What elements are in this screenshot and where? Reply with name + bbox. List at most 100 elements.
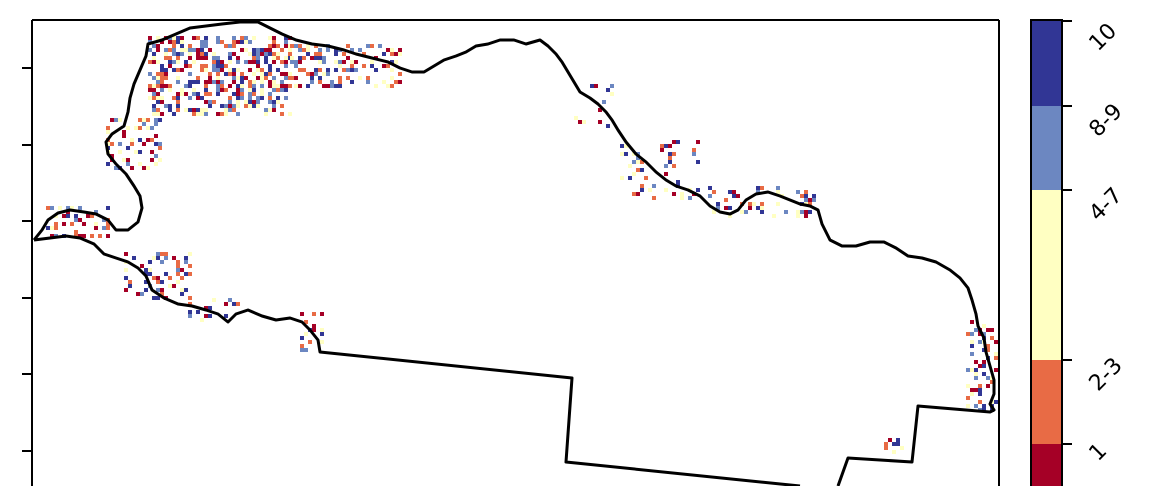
raster-pixel	[204, 84, 208, 88]
raster-pixel	[390, 60, 394, 64]
raster-pixel	[228, 68, 232, 72]
raster-pixel	[978, 364, 982, 368]
raster-pixel	[272, 84, 276, 88]
raster-pixel	[220, 84, 224, 88]
raster-pixel	[900, 446, 904, 450]
raster-pixel	[224, 108, 228, 112]
raster-pixel	[146, 166, 150, 170]
raster-pixel	[318, 52, 322, 56]
raster-pixel	[382, 80, 386, 84]
raster-pixel	[160, 72, 164, 76]
raster-pixel	[248, 68, 252, 72]
raster-pixel	[172, 112, 176, 116]
raster-pixel	[382, 52, 386, 56]
raster-pixel	[148, 96, 152, 100]
raster-pixel	[318, 80, 322, 84]
raster-pixel	[164, 256, 168, 260]
raster-pixel	[272, 76, 276, 80]
raster-pixel	[264, 72, 268, 76]
raster-pixel	[228, 72, 232, 76]
raster-pixel	[196, 310, 200, 314]
raster-pixel	[362, 52, 366, 56]
raster-pixel	[128, 284, 132, 288]
raster-pixel	[990, 336, 994, 340]
raster-pixel	[312, 328, 316, 332]
raster-pixel	[974, 388, 978, 392]
raster-pixel	[290, 56, 294, 60]
raster-pixel	[236, 100, 240, 104]
raster-pixel	[124, 288, 128, 292]
raster-pixel	[184, 260, 188, 264]
raster-pixel	[272, 56, 276, 60]
raster-pixel	[172, 68, 176, 72]
raster-pixel	[636, 160, 640, 164]
raster-pixel	[224, 64, 228, 68]
raster-pixel	[994, 352, 998, 356]
raster-pixel	[264, 48, 268, 52]
raster-pixel	[156, 108, 160, 112]
raster-pixel	[192, 88, 196, 92]
raster-pixel	[240, 72, 244, 76]
raster-pixel	[256, 68, 260, 72]
raster-pixel	[888, 438, 892, 442]
raster-pixel	[224, 44, 228, 48]
raster-pixel	[620, 176, 624, 180]
raster-pixel	[228, 108, 232, 112]
raster-pixel	[708, 194, 712, 198]
raster-pixel	[156, 276, 160, 280]
raster-pixel	[232, 108, 236, 112]
raster-pixel	[216, 36, 220, 40]
raster-pixel	[180, 48, 184, 52]
raster-pixel	[382, 64, 386, 68]
raster-pixel	[268, 80, 272, 84]
raster-pixel	[188, 310, 192, 314]
raster-pixel	[156, 296, 160, 300]
colorbar-bin-10	[1031, 20, 1062, 106]
raster-pixel	[252, 92, 256, 96]
raster-pixel	[284, 56, 288, 60]
raster-pixel	[366, 44, 370, 48]
raster-pixel	[326, 84, 330, 88]
raster-pixel	[156, 44, 160, 48]
raster-pixel	[696, 188, 700, 192]
raster-pixel	[260, 48, 264, 52]
raster-pixel	[220, 60, 224, 64]
raster-pixel	[366, 80, 370, 84]
raster-pixel	[126, 126, 130, 130]
raster-pixel	[188, 44, 192, 48]
raster-pixel	[236, 56, 240, 60]
raster-pixel	[204, 108, 208, 112]
raster-pixel	[144, 268, 148, 272]
raster-pixel	[184, 64, 188, 68]
raster-pixel	[350, 68, 354, 72]
raster-pixel	[176, 68, 180, 72]
raster-pixel	[268, 92, 272, 96]
raster-pixel	[362, 64, 366, 68]
raster-pixel	[800, 194, 804, 198]
raster-pixel	[208, 92, 212, 96]
raster-pixel	[160, 40, 164, 44]
raster-pixel	[310, 80, 314, 84]
raster-pixel	[804, 214, 808, 218]
raster-pixel	[390, 68, 394, 72]
raster-pixel	[146, 118, 150, 122]
raster-pixel	[122, 134, 126, 138]
raster-pixel	[582, 120, 586, 124]
raster-pixel	[106, 162, 110, 166]
raster-pixel	[236, 68, 240, 72]
raster-pixel	[314, 68, 318, 72]
raster-pixel	[606, 124, 610, 128]
raster-pixel	[276, 68, 280, 72]
raster-pixel	[188, 72, 192, 76]
raster-pixel	[252, 48, 256, 52]
raster-pixel	[252, 52, 256, 56]
raster-pixel	[366, 76, 370, 80]
raster-pixel	[884, 446, 888, 450]
raster-pixel	[784, 210, 788, 214]
raster-pixel	[264, 76, 268, 80]
raster-pixel	[298, 68, 302, 72]
raster-pixel	[334, 60, 338, 64]
raster-pixel	[148, 272, 152, 276]
raster-pixel	[318, 68, 322, 72]
raster-pixel	[978, 392, 982, 396]
